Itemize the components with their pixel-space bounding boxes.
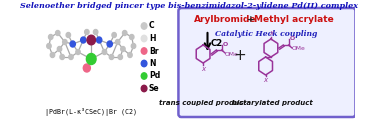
Circle shape xyxy=(102,50,107,55)
Circle shape xyxy=(141,35,147,42)
Circle shape xyxy=(109,55,114,59)
Circle shape xyxy=(70,41,75,47)
Text: Br: Br xyxy=(149,46,158,55)
Circle shape xyxy=(112,33,116,38)
Text: bis-arylated product: bis-arylated product xyxy=(232,100,313,106)
Text: +: + xyxy=(234,49,246,64)
Circle shape xyxy=(130,35,134,39)
Circle shape xyxy=(69,55,73,59)
Circle shape xyxy=(57,46,62,52)
Text: x: x xyxy=(269,30,273,36)
Circle shape xyxy=(128,53,132,57)
Circle shape xyxy=(50,53,55,57)
Circle shape xyxy=(115,39,120,44)
Text: x: x xyxy=(201,66,205,72)
Circle shape xyxy=(66,33,71,38)
Circle shape xyxy=(81,37,86,43)
Text: H: H xyxy=(149,34,155,43)
Circle shape xyxy=(141,73,147,79)
Text: +: + xyxy=(247,15,255,24)
FancyBboxPatch shape xyxy=(178,8,355,117)
Circle shape xyxy=(131,43,136,49)
Text: Catalytic Heck coupling: Catalytic Heck coupling xyxy=(215,30,317,38)
Circle shape xyxy=(93,29,98,35)
Circle shape xyxy=(83,64,90,72)
Text: Pd: Pd xyxy=(149,71,160,81)
Text: Se: Se xyxy=(149,84,160,93)
Circle shape xyxy=(47,43,51,49)
Text: C2: C2 xyxy=(210,39,222,48)
Circle shape xyxy=(76,50,80,55)
Circle shape xyxy=(141,85,147,92)
Text: C: C xyxy=(149,22,155,30)
Text: N: N xyxy=(149,59,155,68)
Circle shape xyxy=(121,46,125,52)
Text: Selenoether bridged pincer type bis-benzimidazol-2-ylidene Pd(II) complex: Selenoether bridged pincer type bis-benz… xyxy=(20,2,358,10)
Circle shape xyxy=(60,55,64,59)
Circle shape xyxy=(122,30,127,36)
Text: OMe: OMe xyxy=(225,52,239,56)
Circle shape xyxy=(141,23,147,29)
Text: OMe: OMe xyxy=(292,46,306,52)
Circle shape xyxy=(141,48,147,54)
Circle shape xyxy=(87,54,96,65)
Text: Methyl acrylate: Methyl acrylate xyxy=(254,15,334,24)
Circle shape xyxy=(87,35,96,45)
Text: trans coupled product: trans coupled product xyxy=(160,100,247,106)
Circle shape xyxy=(48,35,53,39)
Circle shape xyxy=(96,37,102,43)
Circle shape xyxy=(107,41,112,47)
Text: x: x xyxy=(263,77,268,83)
Circle shape xyxy=(141,60,147,67)
Circle shape xyxy=(63,39,67,44)
Text: O: O xyxy=(290,37,295,41)
Text: |PdBr(L-κ³CSeC)|Br (C2): |PdBr(L-κ³CSeC)|Br (C2) xyxy=(45,108,137,116)
Text: Arylbromide: Arylbromide xyxy=(194,15,257,24)
Circle shape xyxy=(85,29,89,35)
Circle shape xyxy=(118,55,122,59)
Circle shape xyxy=(56,30,60,36)
Text: O: O xyxy=(223,42,228,48)
